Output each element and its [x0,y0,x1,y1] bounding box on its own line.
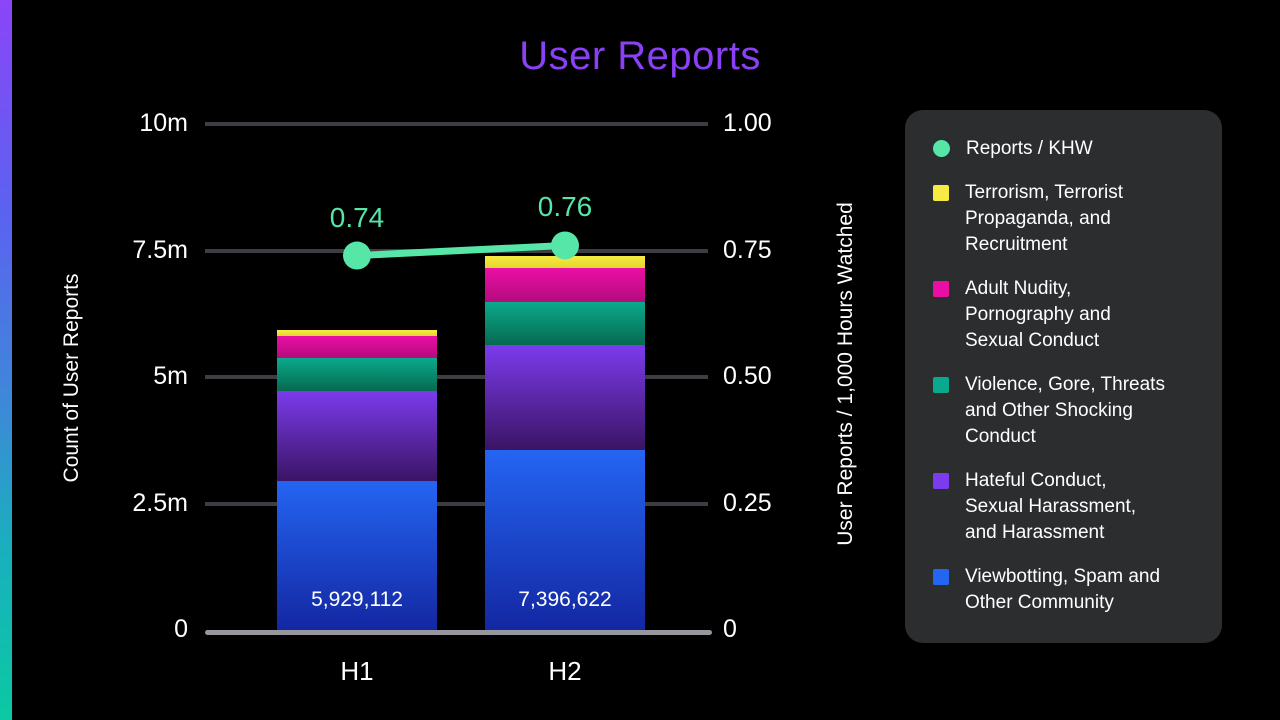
bar-segment [485,344,645,451]
right-axis-tick-label: 0.25 [723,488,772,517]
legend-item: Adult Nudity, Pornography and Sexual Con… [933,276,1198,354]
right-axis-tick-label: 1.00 [723,109,772,137]
x-axis-category-label: H2 [548,656,582,686]
bar-segment [277,336,437,359]
legend-item: Viewbotting, Spam and Other Community [933,564,1198,616]
legend-swatch-square [933,569,949,585]
legend-label: Viewbotting, Spam and Other Community [965,566,1161,613]
right-axis-title: User Reports / 1,000 Hours Watched [834,202,857,546]
legend-swatch-square [933,185,949,201]
legend-swatch-circle [933,140,950,157]
page-title: User Reports [519,34,761,78]
bar-segment [485,450,645,630]
left-axis-title: Count of User Reports [60,273,83,483]
line-data-point [343,241,371,270]
left-axis-tick-label: 7.5m [132,235,188,264]
gridline [205,248,708,253]
gridline [205,501,708,506]
legend-item: Terrorism, Terrorist Propaganda, and Rec… [933,180,1198,258]
legend-item: Violence, Gore, Threats and Other Shocki… [933,372,1198,450]
legend-label: Reports / KHW [966,138,1093,159]
bar-segment [277,329,437,337]
legend-item: Hateful Conduct, Sexual Harassment, and … [933,468,1198,546]
x-axis-category-label: H1 [340,656,374,686]
bar-segment [485,267,645,302]
right-axis-tick-label: 0.75 [723,235,772,264]
bar-segment [277,480,437,630]
gridline [205,122,708,126]
legend-swatch-square [933,281,949,297]
line-point-value-label: 0.74 [329,201,385,233]
right-axis-tick-label: 0.50 [723,362,772,390]
gradient-edge-strip [0,0,12,720]
legend-label: Adult Nudity, Pornography and Sexual Con… [965,278,1111,351]
bar-segment [277,391,437,481]
bar-total-label: 7,396,622 [518,588,612,611]
left-axis-tick-label: 2.5m [132,488,188,517]
line-point-value-label: 0.76 [537,191,593,223]
bar-segment [485,301,645,345]
x-axis-line [205,630,712,635]
legend-swatch-square [933,473,949,489]
legend-item: Reports / KHW [933,136,1198,162]
legend-label: Violence, Gore, Threats and Other Shocki… [965,374,1165,447]
right-axis-tick-label: 0 [723,615,737,643]
bar-segment [277,358,437,392]
left-axis-tick-label: 5m [153,362,188,390]
legend-label: Hateful Conduct, Sexual Harassment, and … [965,470,1137,543]
gridline [205,375,708,379]
left-axis-tick-label: 10m [139,109,188,137]
legend-swatch-square [933,377,949,393]
bar-total-label: 5,929,112 [311,588,403,611]
left-axis-tick-label: 0 [174,615,188,643]
legend-label: Terrorism, Terrorist Propaganda, and Rec… [965,182,1123,255]
bar-segment [485,255,645,268]
chart-legend: Reports / KHW Terrorism, Terrorist Propag… [905,110,1222,643]
